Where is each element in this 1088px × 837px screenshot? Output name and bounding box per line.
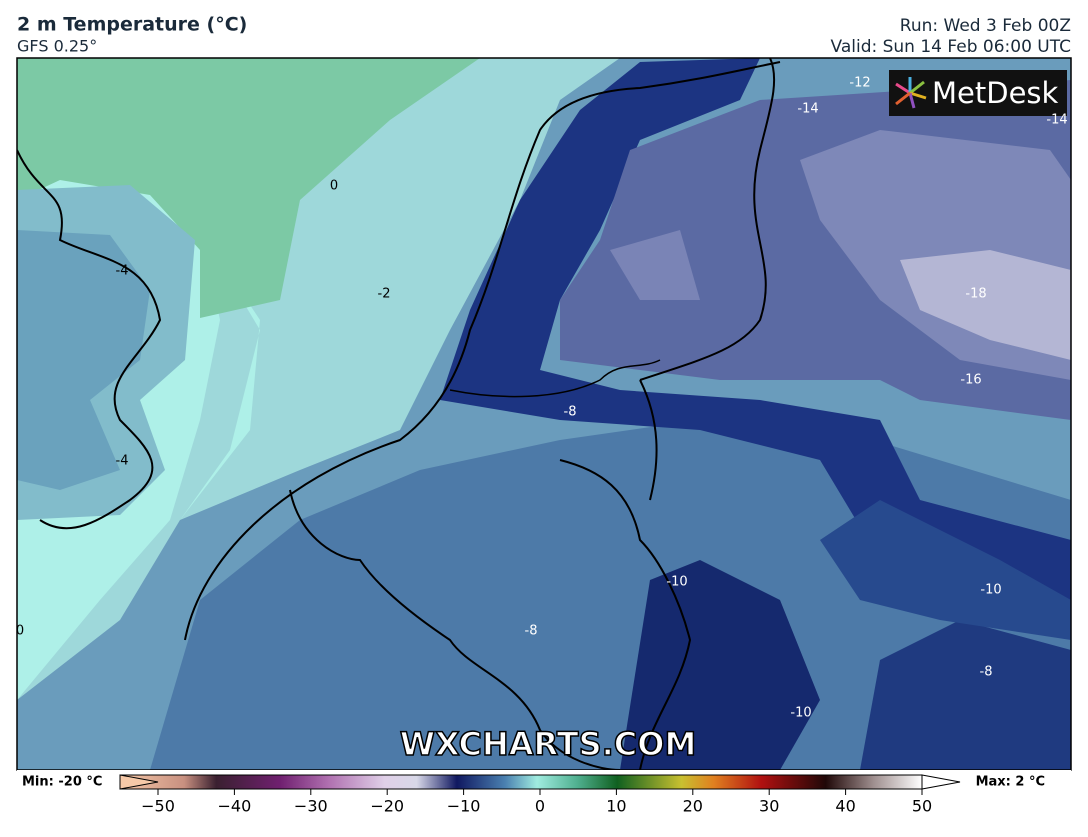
contour-label: -14 <box>797 102 818 117</box>
contour-label: -10 <box>790 706 811 721</box>
logo: MetDesk <box>932 76 1059 110</box>
contour-label: 0 <box>16 624 24 639</box>
contour-label: -8 <box>525 624 538 639</box>
title: 2 m Temperature (°C) <box>17 14 247 36</box>
colorbar-tick-label: 10 <box>606 797 626 816</box>
contour-label: -8 <box>564 405 577 420</box>
colorbar-high-end <box>921 774 961 790</box>
contour-label: -2 <box>378 287 391 302</box>
logo-icon <box>895 77 927 109</box>
contour-label: 0 <box>330 179 338 194</box>
map-fill <box>17 58 1071 770</box>
colorbar-tick-label: −30 <box>294 797 328 816</box>
contour-label: -10 <box>666 575 687 590</box>
max-label: Max: 2 °C <box>976 775 1045 790</box>
contour-label: -16 <box>960 373 981 388</box>
colorbar-tick-label: −10 <box>447 797 481 816</box>
contour-label: -4 <box>116 264 129 279</box>
min-label: Min: -20 °C <box>22 775 102 790</box>
watermark: WXCHARTS.COM <box>400 725 697 763</box>
contour-label: -4 <box>116 454 129 469</box>
model: GFS 0.25° <box>17 37 97 56</box>
colorbar-tick-label: 40 <box>835 797 855 816</box>
contour-label: -12 <box>849 76 870 91</box>
colorbar-tick-label: 20 <box>683 797 703 816</box>
colorbar-tick-label: −50 <box>141 797 175 816</box>
colorbar-tick-label: −40 <box>218 797 252 816</box>
colorbar-tick-label: −20 <box>370 797 404 816</box>
contour-label: -10 <box>980 583 1001 598</box>
contour-label: -14 <box>1046 113 1067 128</box>
colorbar-tick-label: 0 <box>535 797 545 816</box>
contour-label: -8 <box>980 665 993 680</box>
contour-label: -18 <box>965 287 986 302</box>
run: Run: Wed 3 Feb 00Z <box>900 16 1071 36</box>
colorbar-low-end <box>119 774 159 790</box>
colorbar-tick-label: 30 <box>759 797 779 816</box>
logo-box <box>889 70 1067 116</box>
valid: Valid: Sun 14 Feb 06:00 UTC <box>831 37 1071 57</box>
colorbar <box>119 774 923 790</box>
colorbar-tick-label: 50 <box>912 797 932 816</box>
overlay: -12 -14 -14 0 -4 -2 -18 -16 -8 -4 -10 -10 0 -8 -8 -10 −5… <box>16 76 1068 816</box>
